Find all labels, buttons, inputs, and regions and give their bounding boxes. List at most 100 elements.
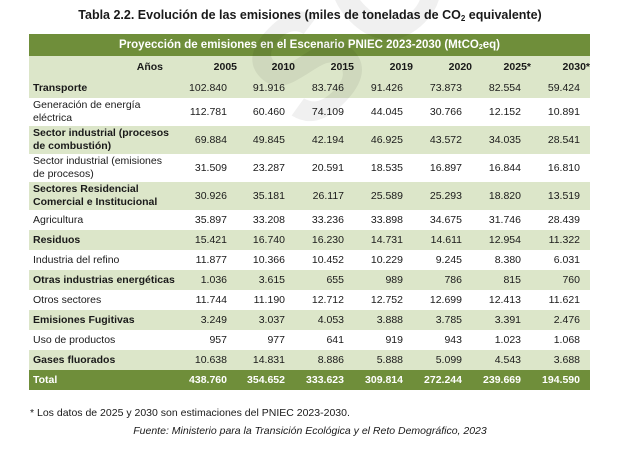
emission-value: 12.152 <box>488 106 521 118</box>
table-row: Otros sectores 11.744 11.190 12.712 12.752 12… <box>29 290 590 310</box>
emission-value: 91.916 <box>237 78 295 98</box>
sector-name: Gases fluorados <box>29 350 177 370</box>
emission-value: 16.844 <box>488 162 521 174</box>
total-value: 438.760 <box>177 370 237 390</box>
emission-value: 16.810 <box>547 162 580 174</box>
emission-value: 18.820 <box>472 182 531 210</box>
emission-value: 1.023 <box>494 334 521 346</box>
sector-name: Sectores Residencial Comercial e Institu… <box>29 182 177 210</box>
total-value: 354.652 <box>237 370 295 390</box>
emission-value: 91.426 <box>354 78 413 98</box>
emission-value: 33.236 <box>311 214 344 226</box>
emission-value: 83.746 <box>295 78 354 98</box>
emission-value: 73.873 <box>413 78 472 98</box>
table-row: Emisiones Fugitivas 3.249 3.037 4.053 3.888 3… <box>29 310 590 330</box>
emission-value: 655 <box>295 270 354 290</box>
emission-value: 977 <box>267 334 285 346</box>
emission-value: 11.190 <box>253 294 285 306</box>
emission-value: 943 <box>444 334 462 346</box>
emission-value: 42.194 <box>295 126 354 154</box>
emission-value: 16.897 <box>429 162 462 174</box>
emission-value: 60.460 <box>252 106 285 118</box>
sector-name: Uso de productos <box>33 333 116 346</box>
emission-value: 74.109 <box>311 106 344 118</box>
year-header: 2025* <box>472 56 531 78</box>
emission-value: 1.068 <box>553 334 580 346</box>
emission-value: 5.888 <box>354 350 413 370</box>
sector-name: Generación de energía eléctrica <box>33 99 141 124</box>
emission-value: 16.740 <box>237 230 295 250</box>
emission-value: 11.322 <box>531 230 590 250</box>
sector-name: Emisiones Fugitivas <box>29 310 177 330</box>
table-row: Gases fluorados 10.638 14.831 8.886 5.888 5.0… <box>29 350 590 370</box>
sector-name: Agricultura <box>33 213 84 226</box>
year-header: 2010 <box>237 56 295 78</box>
emission-value: 25.589 <box>354 182 413 210</box>
emission-value: 18.535 <box>370 162 403 174</box>
emission-value: 43.572 <box>413 126 472 154</box>
total-value: 309.814 <box>354 370 413 390</box>
emission-value: 815 <box>472 270 531 290</box>
emission-value: 786 <box>413 270 472 290</box>
sector-name: Industria del refino <box>33 253 120 266</box>
table-row: Transporte 102.840 91.916 83.746 91.426 73.87… <box>29 78 590 98</box>
emission-value: 5.099 <box>413 350 472 370</box>
emission-value: 12.954 <box>472 230 531 250</box>
emission-value: 30.926 <box>177 182 237 210</box>
table-row: Sector industrial (emisiones de procesos… <box>29 154 590 182</box>
emission-value: 13.519 <box>531 182 590 210</box>
emission-value: 34.675 <box>429 214 462 226</box>
emission-value: 46.925 <box>354 126 413 154</box>
emission-value: 10.229 <box>370 254 403 266</box>
table-row: Sectores Residencial Comercial e Institu… <box>29 182 590 210</box>
emission-value: 33.898 <box>370 214 403 226</box>
sector-name: Otros sectores <box>33 293 102 306</box>
sector-name: Sector industrial (procesos de combustió… <box>29 126 177 154</box>
emission-value: 8.886 <box>295 350 354 370</box>
emission-value: 30.766 <box>429 106 462 118</box>
emission-value: 25.293 <box>413 182 472 210</box>
emission-value: 10.638 <box>177 350 237 370</box>
table-header-title: Proyección de emisiones en el Escenario … <box>29 34 590 56</box>
emission-value: 20.591 <box>311 162 344 174</box>
emission-value: 3.888 <box>354 310 413 330</box>
emission-value: 31.746 <box>488 214 521 226</box>
emission-value: 15.421 <box>177 230 237 250</box>
emission-value: 3.391 <box>472 310 531 330</box>
emission-value: 44.045 <box>370 106 403 118</box>
sector-name: Transporte <box>29 78 177 98</box>
table-row: Sector industrial (procesos de combustió… <box>29 126 590 154</box>
emission-value: 12.712 <box>311 294 344 306</box>
year-header: 2005 <box>177 56 237 78</box>
sector-name: Sector industrial (emisiones de procesos… <box>33 155 162 180</box>
emission-value: 10.366 <box>252 254 285 266</box>
emission-value: 3.615 <box>237 270 295 290</box>
emission-value: 3.037 <box>237 310 295 330</box>
emission-value: 14.611 <box>413 230 472 250</box>
emission-value: 28.439 <box>547 214 580 226</box>
emission-value: 6.031 <box>553 254 580 266</box>
emission-value: 3.785 <box>413 310 472 330</box>
emission-value: 49.845 <box>237 126 295 154</box>
emission-value: 9.245 <box>435 254 462 266</box>
emission-value: 919 <box>385 334 403 346</box>
total-value: 194.590 <box>531 370 590 390</box>
emission-value: 10.891 <box>547 106 580 118</box>
emission-value: 82.554 <box>472 78 531 98</box>
emission-value: 12.699 <box>429 294 462 306</box>
emission-value: 4.543 <box>472 350 531 370</box>
emission-value: 12.413 <box>488 294 521 306</box>
emissions-table: Proyección de emisiones en el Escenario … <box>29 34 590 390</box>
sector-name: Otras industrias energéticas <box>29 270 177 290</box>
emission-value: 69.884 <box>177 126 237 154</box>
emission-value: 14.831 <box>237 350 295 370</box>
table-row: Industria del refino 11.877 10.366 10.452 10… <box>29 250 590 270</box>
emission-value: 989 <box>354 270 413 290</box>
emission-value: 26.117 <box>295 182 354 210</box>
emission-value: 102.840 <box>177 78 237 98</box>
emission-value: 28.541 <box>531 126 590 154</box>
emission-value: 11.744 <box>195 294 227 306</box>
table-row: Uso de productos 957 977 641 919 943 1.023 1.06… <box>29 330 590 350</box>
total-value: 333.623 <box>295 370 354 390</box>
emission-value: 14.731 <box>354 230 413 250</box>
